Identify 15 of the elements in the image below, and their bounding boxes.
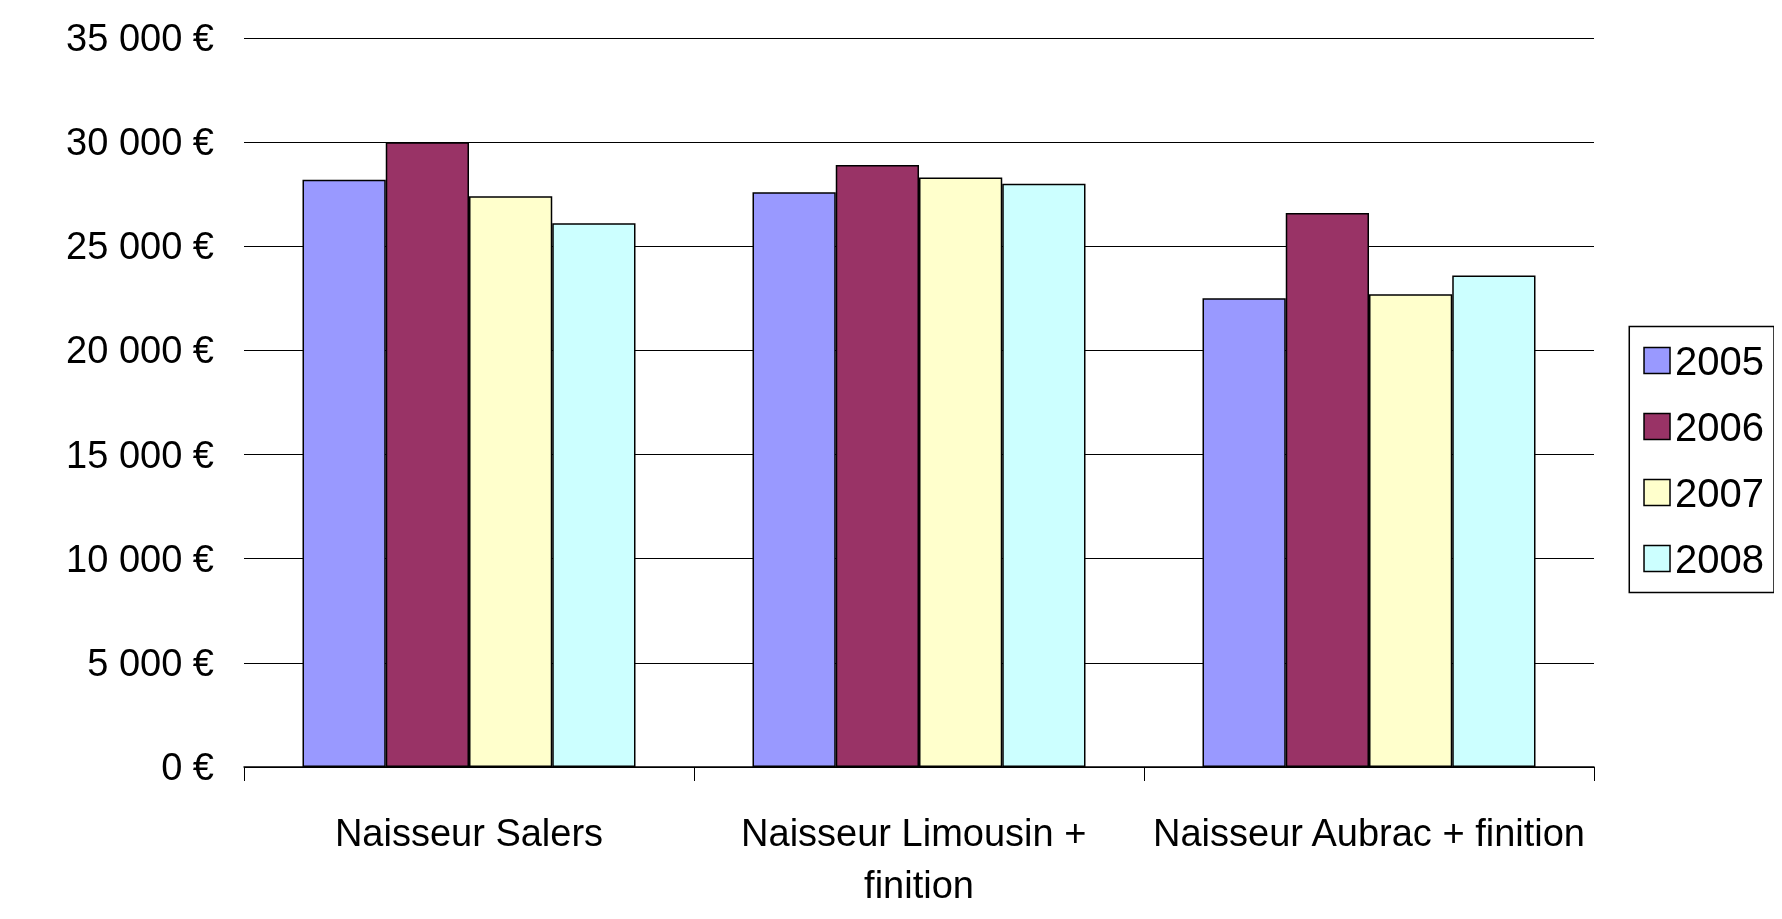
x-tick-label: Naisseur Aubrac + finition <box>1153 812 1585 854</box>
legend-label: 2008 <box>1675 536 1764 581</box>
y-tick-label: 15 000 € <box>66 433 214 476</box>
y-tick-label: 35 000 € <box>66 17 214 59</box>
y-tick-label: 20 000 € <box>66 329 214 372</box>
y-tick-label: 30 000 € <box>66 121 214 164</box>
x-tick-label: Naisseur Salers <box>334 812 604 854</box>
legend-label: 2007 <box>1675 470 1764 515</box>
legend-label: 2005 <box>1675 338 1764 383</box>
y-tick-label: 10 000 € <box>66 537 214 580</box>
x-tick-label: Naisseur Limousin + finition <box>741 812 1097 906</box>
legend-label: 2006 <box>1675 404 1764 449</box>
y-tick-label: 25 000 € <box>66 225 214 268</box>
y-tick-label: 0 € <box>161 746 214 788</box>
y-tick-label: 5 000 € <box>87 641 214 684</box>
